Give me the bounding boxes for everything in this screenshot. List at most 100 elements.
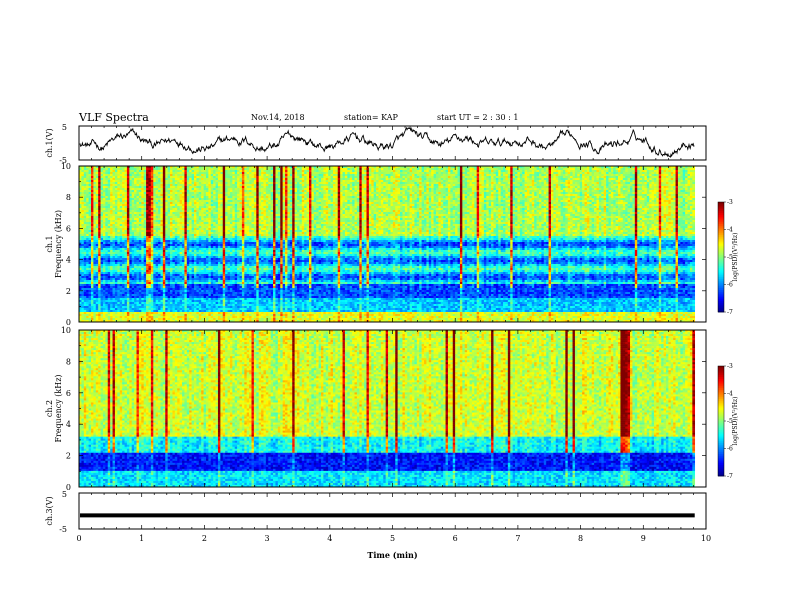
spectrogram-cell: [376, 170, 379, 172]
spectrogram-cell: [611, 170, 614, 172]
spectrogram-cell: [240, 170, 243, 172]
spectrogram-cell: [625, 168, 628, 170]
spectrogram-cell: [359, 168, 362, 170]
spectrogram-cell: [678, 168, 681, 170]
spectrogram-cell: [652, 168, 655, 170]
spectrogram-cell: [570, 168, 573, 170]
spectrogram-cell: [160, 170, 163, 172]
spectrogram-cell: [659, 168, 662, 170]
spectrogram-cell: [503, 170, 506, 172]
spectrogram-cell: [623, 170, 626, 172]
spectrogram-cell: [297, 168, 300, 170]
spectrogram-cell: [647, 168, 650, 170]
spectrogram-cell: [199, 170, 202, 172]
spectrogram-cell: [596, 168, 599, 170]
spectrogram-cell: [599, 170, 602, 172]
spectrogram-cell: [259, 168, 262, 170]
spectrogram-cell: [443, 170, 446, 172]
spectrogram-cell: [664, 168, 667, 170]
spectrogram-cell: [601, 168, 604, 170]
spectrogram-cell: [556, 168, 559, 170]
spectrogram-cell: [180, 168, 183, 170]
spectrogram-cell: [642, 170, 645, 172]
spectrogram-cell: [134, 170, 137, 172]
spectrogram-cell: [81, 172, 84, 174]
spectrogram-cell: [170, 172, 173, 174]
spectrogram-cell: [551, 170, 554, 172]
spectrogram-cell: [218, 170, 221, 172]
spectrogram-cell: [537, 170, 540, 172]
spectrogram-cell: [378, 170, 381, 172]
spectrogram-cell: [671, 168, 674, 170]
spectrogram-cell: [321, 168, 324, 170]
spectrogram-cell: [86, 170, 89, 172]
spectrogram-cell: [606, 168, 609, 170]
spectrogram-cell: [115, 170, 118, 172]
spectrogram-cell: [177, 168, 180, 170]
spectrogram-cell: [537, 168, 540, 170]
spectrogram-cell: [321, 170, 324, 172]
spectrogram-cell: [280, 170, 283, 172]
spectrogram-cell: [110, 170, 113, 172]
spectrogram-cell: [252, 170, 255, 172]
spectrogram-cell: [484, 168, 487, 170]
spectrogram-cell: [266, 170, 269, 172]
spectrogram-cell: [213, 168, 216, 170]
spectrogram-cell: [544, 170, 547, 172]
spectrogram-cell: [225, 170, 228, 172]
spectrogram-cell: [441, 170, 444, 172]
spectrogram-cell: [323, 168, 326, 170]
spectrogram-cell: [271, 168, 274, 170]
spectrogram-cell: [395, 170, 398, 172]
spectrogram-cell: [101, 170, 104, 172]
spectrogram-cell: [635, 168, 638, 170]
spectrogram-cell: [117, 170, 120, 172]
spectrogram-cell: [522, 168, 525, 170]
spectrogram-cell: [422, 170, 425, 172]
spectrogram-cell: [637, 168, 640, 170]
spectrogram-cell: [331, 170, 334, 172]
spectrogram-cell: [170, 170, 173, 172]
spectrogram-cell: [163, 168, 166, 170]
spectrogram-cell: [484, 170, 487, 172]
spectrogram-cell: [618, 170, 621, 172]
spectrogram-cell: [120, 170, 123, 172]
spectrogram-cell: [84, 168, 87, 170]
spectrogram-cell: [414, 168, 417, 170]
spectrogram-cell: [333, 170, 336, 172]
spectrogram-cell: [541, 170, 544, 172]
spectrogram-cell: [618, 168, 621, 170]
spectrogram-cell: [343, 170, 346, 172]
spectrogram-cell: [388, 170, 391, 172]
spectrogram-cell: [326, 170, 329, 172]
spectrogram-cell: [235, 170, 238, 172]
spectrogram-cell: [105, 170, 108, 172]
spectrogram-cell: [263, 168, 266, 170]
spectrogram-cell: [549, 168, 552, 170]
spectrogram-cell: [139, 172, 142, 174]
spectrogram-cell: [551, 168, 554, 170]
spectrogram-cell: [592, 168, 595, 170]
spectrogram-cell: [405, 168, 408, 170]
spectrogram-cell: [153, 172, 156, 174]
spectrogram-cell: [158, 170, 161, 172]
spectrogram-cell: [120, 168, 123, 170]
spectrogram-cell: [172, 172, 175, 174]
spectrogram-cell: [561, 168, 564, 170]
spectrogram-cell: [443, 168, 446, 170]
spectrogram-cell: [486, 170, 489, 172]
spectrogram-cell: [668, 170, 671, 172]
spectrogram-cell: [640, 170, 643, 172]
spectrogram-cell: [501, 168, 504, 170]
spectrogram-cell: [91, 170, 94, 172]
spectrogram-cell: [481, 168, 484, 170]
spectrogram-cell: [417, 170, 420, 172]
spectrogram-cell: [220, 168, 223, 170]
spectrogram-cell: [434, 170, 437, 172]
spectrogram-cell: [242, 170, 245, 172]
spectrogram-cell: [683, 170, 686, 172]
spectrogram-cell: [446, 168, 449, 170]
spectrogram-cell: [302, 168, 305, 170]
spectrogram-cell: [563, 168, 566, 170]
spectrogram-cell: [549, 170, 552, 172]
